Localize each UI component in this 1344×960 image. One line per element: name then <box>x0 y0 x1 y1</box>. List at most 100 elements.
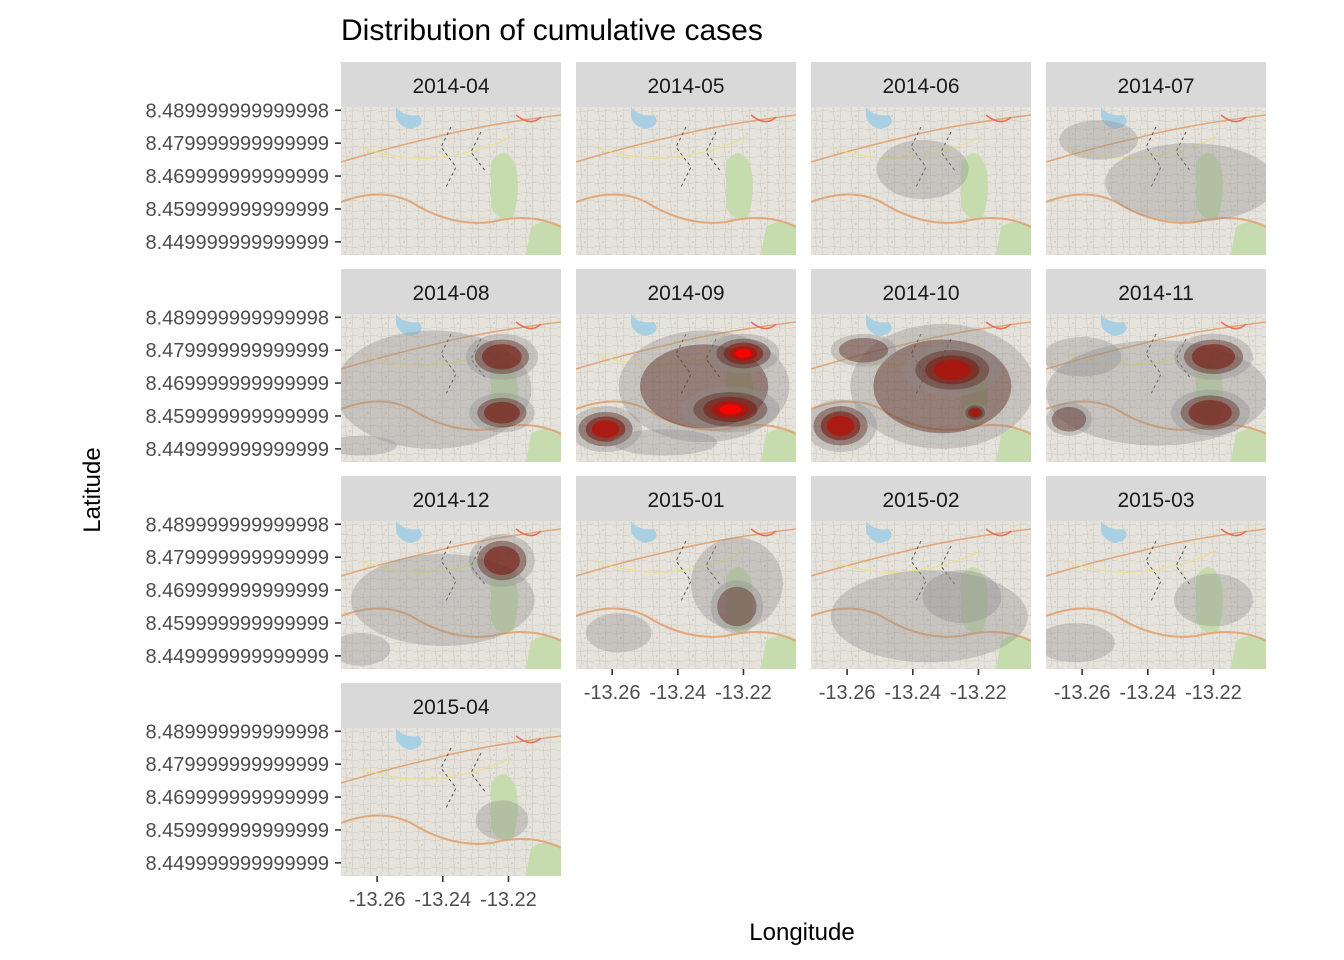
map-road <box>515 321 542 330</box>
map-water <box>396 728 422 750</box>
density-contour <box>341 632 391 666</box>
map-background <box>576 107 796 255</box>
facet-label: 2014-10 <box>882 282 959 305</box>
map-background <box>341 107 561 255</box>
density-contour <box>970 408 981 417</box>
density-layer <box>576 330 790 456</box>
map-boundary <box>1145 540 1192 602</box>
map-road <box>1046 193 1266 228</box>
y-tick-label: 8.479999999999999 <box>145 340 329 362</box>
map-water <box>631 107 657 129</box>
y-tick-label: 8.459999999999999 <box>145 199 329 221</box>
density-layer <box>341 534 535 666</box>
map-road <box>985 528 1012 537</box>
density-contour <box>922 570 1002 623</box>
map-road <box>360 136 512 159</box>
map-background <box>341 728 561 876</box>
facet-panel: 2014-10 <box>811 269 1031 462</box>
density-layer <box>830 570 1028 663</box>
facet-strip <box>1046 269 1266 314</box>
density-contour <box>483 545 520 575</box>
y-tick-label: 8.459999999999999 <box>145 406 329 428</box>
map-road <box>341 814 561 849</box>
map-road <box>515 735 542 744</box>
map-boundary <box>675 333 722 395</box>
map-boundary <box>910 126 957 188</box>
map-water <box>396 521 422 543</box>
density-contour <box>483 401 520 424</box>
map-water <box>866 314 892 336</box>
density-contour <box>1059 120 1138 160</box>
facet-label: 2014-08 <box>412 282 489 305</box>
map-boundary <box>1145 333 1192 395</box>
map-park <box>491 567 518 634</box>
map-panel <box>341 314 561 462</box>
density-contour <box>341 435 397 456</box>
x-tick-label: -13.22 <box>1185 682 1242 704</box>
map-road <box>1046 528 1266 577</box>
x-axis-title: Longitude <box>749 919 854 946</box>
map-park <box>1231 635 1266 669</box>
map-panel <box>811 314 1031 462</box>
map-water <box>396 314 422 336</box>
facet-panel: 2015-03 -13.26 -13.24 -13.22 <box>1046 476 1266 704</box>
density-layer <box>585 537 783 653</box>
map-road <box>985 321 1012 330</box>
facet-label: 2015-02 <box>882 489 959 512</box>
map-road <box>341 114 561 163</box>
map-background <box>576 521 796 669</box>
map-road <box>515 528 542 537</box>
density-contour <box>1191 344 1236 370</box>
map-park <box>526 221 561 255</box>
density-contour <box>690 537 783 630</box>
map-park <box>526 635 561 669</box>
density-contour <box>591 420 620 438</box>
density-contour <box>350 553 535 646</box>
density-layer <box>1059 120 1266 223</box>
y-tick-label: 8.469999999999999 <box>145 787 329 809</box>
map-water <box>396 107 422 129</box>
density-contour <box>1046 622 1115 663</box>
facet-label: 2014-09 <box>647 282 724 305</box>
map-road <box>1220 321 1247 330</box>
facet-label: 2014-11 <box>1118 282 1194 305</box>
density-contour <box>482 344 522 370</box>
map-boundary <box>440 333 487 395</box>
map-boundary <box>910 540 957 602</box>
map-road <box>515 114 542 123</box>
map-road <box>811 607 1031 642</box>
facet-panel: 2014-07 <box>1046 62 1266 255</box>
facet-panels: 2014-04 8.489999999999998 8.47999999999999… <box>145 62 1266 911</box>
density-contour <box>1105 143 1266 223</box>
y-tick-label: 8.479999999999999 <box>145 133 329 155</box>
map-road <box>750 321 777 330</box>
facet-strip <box>576 62 796 107</box>
map-park <box>1196 153 1223 220</box>
density-contour <box>933 359 971 380</box>
map-background <box>811 107 1031 255</box>
map-boundary <box>440 747 487 809</box>
density-contour <box>830 570 1028 663</box>
density-layer <box>1046 333 1266 446</box>
map-road <box>576 114 796 163</box>
density-contour <box>1174 573 1253 627</box>
facet-panel: 2015-02 -13.26 -13.24 -13.22 <box>811 476 1031 704</box>
x-tick-label: -13.26 <box>584 682 641 704</box>
map-background <box>341 521 561 669</box>
map-road <box>750 528 777 537</box>
map-park <box>961 153 988 220</box>
map-background <box>1046 107 1266 255</box>
map-road <box>811 114 1031 163</box>
map-water <box>631 314 657 336</box>
density-contour <box>826 415 855 436</box>
density-contour <box>1188 400 1232 426</box>
map-panel <box>1046 521 1266 669</box>
map-water <box>866 107 892 129</box>
x-tick-label: -13.26 <box>1054 682 1111 704</box>
map-boundary <box>910 333 957 395</box>
y-tick-label: 8.449999999999999 <box>145 646 329 668</box>
map-park <box>761 221 796 255</box>
map-background <box>1046 314 1266 462</box>
density-contour <box>838 337 889 363</box>
density-layer <box>475 800 529 840</box>
